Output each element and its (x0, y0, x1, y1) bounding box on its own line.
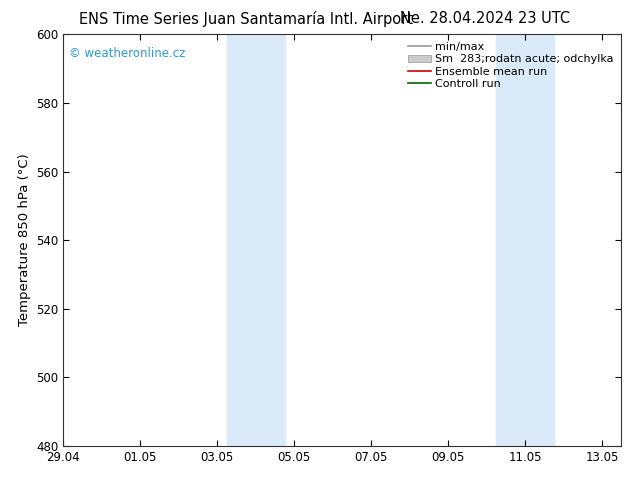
Bar (525, 34, 554, 446)
Bar (496, 34, 525, 446)
Y-axis label: Temperature 850 hPa (°C): Temperature 850 hPa (°C) (18, 154, 30, 326)
Legend: min/max, Sm  283;rodatn acute; odchylka, Ensemble mean run, Controll run: min/max, Sm 283;rodatn acute; odchylka, … (406, 40, 616, 91)
Bar (256, 34, 285, 446)
Bar (227, 34, 256, 446)
Text: © weatheronline.cz: © weatheronline.cz (69, 47, 185, 60)
Text: ENS Time Series Juan Santamaría Intl. Airport: ENS Time Series Juan Santamaría Intl. Ai… (79, 11, 413, 27)
Text: Ne. 28.04.2024 23 UTC: Ne. 28.04.2024 23 UTC (401, 11, 571, 26)
